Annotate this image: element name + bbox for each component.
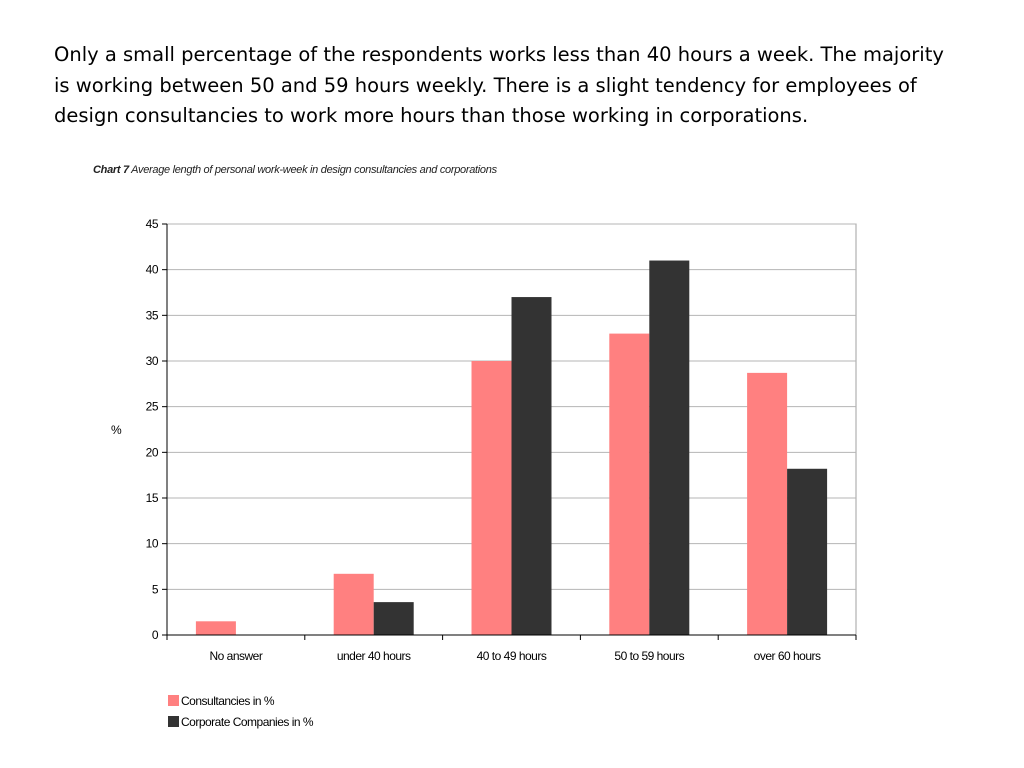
y-tick-label: 40: [146, 263, 159, 277]
chart-caption: Chart 7 Average length of personal work-…: [93, 164, 497, 176]
x-category-label: under 40 hours: [337, 649, 411, 663]
bar-corporate-1: [373, 602, 414, 635]
chart-legend: Consultancies in % Corporate Companies in…: [168, 690, 314, 732]
chart-title: Average length of personal work-week in …: [131, 164, 497, 176]
y-tick-label: 0: [152, 628, 159, 642]
bar-consultancies-4: [747, 372, 788, 635]
x-category-label: over 60 hours: [754, 649, 821, 663]
y-tick-label: 15: [146, 491, 159, 505]
x-category-label: No answer: [209, 649, 262, 663]
legend-item-corporate: Corporate Companies in %: [168, 711, 314, 732]
y-tick-label: 10: [146, 537, 159, 551]
y-tick-label: 20: [146, 445, 159, 459]
bars: [195, 260, 828, 635]
legend-label: Corporate Companies in %: [181, 714, 314, 729]
bar-corporate-3: [649, 260, 690, 635]
legend-swatch: [168, 716, 179, 727]
y-tick-labels: 0 5 10 15 20 25 30 35 40 45: [146, 217, 160, 642]
x-category-label: 50 to 59 hours: [614, 649, 684, 663]
legend-swatch: [168, 695, 179, 706]
bar-consultancies-0: [195, 621, 236, 635]
bar-corporate-4: [787, 468, 828, 635]
bar-corporate-2: [511, 297, 552, 635]
legend-label: Consultancies in %: [181, 693, 275, 708]
y-axis-label: %: [111, 423, 122, 437]
legend-item-consultancies: Consultancies in %: [168, 690, 313, 711]
intro-paragraph: Only a small percentage of the responden…: [54, 43, 944, 127]
bar-consultancies-1: [333, 573, 374, 635]
y-tick-label: 5: [152, 582, 159, 596]
axes: [162, 223, 857, 640]
y-tick-label: 35: [146, 308, 159, 322]
bar-consultancies-2: [471, 361, 512, 635]
y-tick-label: 30: [146, 354, 159, 368]
y-tick-label: 45: [146, 217, 159, 231]
x-category-labels: No answer under 40 hours 40 to 49 hours 50 …: [209, 649, 821, 663]
bar-consultancies-3: [609, 333, 650, 635]
chart-caption-label: Chart 7: [93, 164, 129, 176]
x-category-label: 40 to 49 hours: [477, 649, 547, 663]
y-tick-label: 25: [146, 400, 159, 414]
